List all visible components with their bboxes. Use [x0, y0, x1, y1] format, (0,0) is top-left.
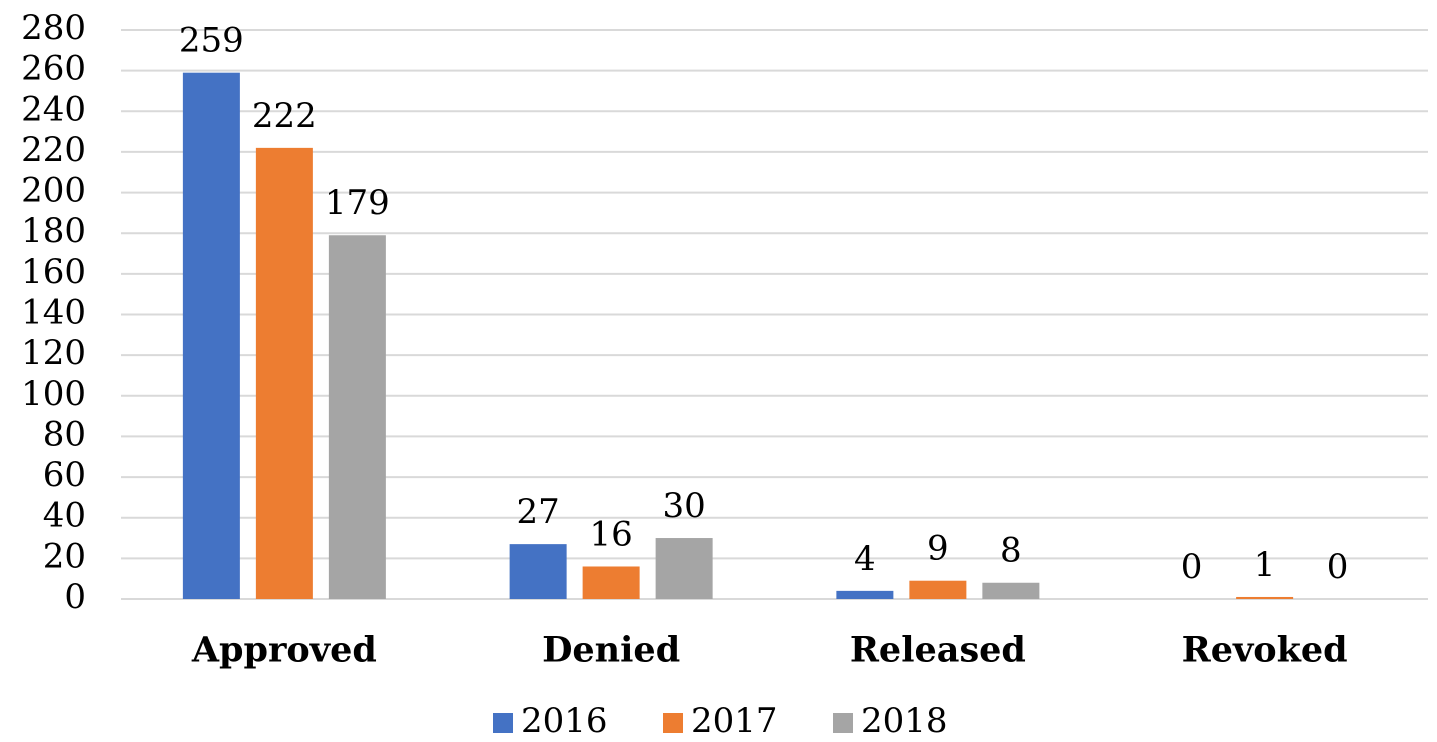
y-tick-label: 200 [21, 171, 86, 211]
x-tick-label: Revoked [1182, 630, 1348, 671]
y-tick-label: 100 [21, 374, 86, 414]
data-label: 222 [252, 96, 317, 136]
bar [509, 544, 567, 599]
legend-label: 2018 [861, 701, 948, 741]
legend-swatch [493, 713, 513, 733]
data-label: 9 [927, 529, 949, 569]
y-tick-label: 40 [43, 496, 86, 536]
data-label: 16 [589, 514, 632, 554]
bar [182, 72, 240, 600]
bar [255, 147, 313, 599]
y-tick-label: 180 [21, 211, 86, 251]
data-label: 179 [325, 183, 390, 223]
data-label: 0 [1181, 547, 1203, 587]
data-label: 1 [1254, 545, 1276, 585]
data-label: 0 [1327, 547, 1349, 587]
y-tick-label: 0 [64, 577, 86, 617]
legend-swatch [833, 713, 853, 733]
data-label: 259 [179, 21, 244, 61]
y-tick-label: 220 [21, 130, 86, 170]
y-tick-label: 280 [21, 8, 86, 48]
bar [655, 538, 713, 599]
bar [982, 582, 1040, 599]
x-tick-label: Denied [542, 630, 680, 671]
y-tick-label: 80 [43, 414, 86, 454]
legend-swatch [663, 713, 683, 733]
data-label: 30 [662, 486, 705, 526]
x-tick-label: Released [850, 630, 1026, 671]
y-tick-label: 120 [21, 333, 86, 373]
y-tick-label: 140 [21, 293, 86, 333]
legend-label: 2016 [521, 701, 608, 741]
bar [909, 580, 967, 599]
bar [1236, 596, 1294, 599]
bar [836, 590, 894, 599]
bar [582, 566, 640, 599]
x-tick-label: Approved [191, 630, 377, 671]
y-tick-label: 160 [21, 252, 86, 292]
data-label: 4 [854, 539, 876, 579]
y-tick-label: 60 [43, 455, 86, 495]
y-tick-label: 240 [21, 89, 86, 129]
y-tick-label: 20 [43, 536, 86, 576]
legend-label: 2017 [691, 701, 778, 741]
data-label: 8 [1000, 531, 1022, 571]
data-label: 27 [516, 492, 559, 532]
bar [328, 235, 386, 599]
y-tick-label: 260 [21, 49, 86, 89]
